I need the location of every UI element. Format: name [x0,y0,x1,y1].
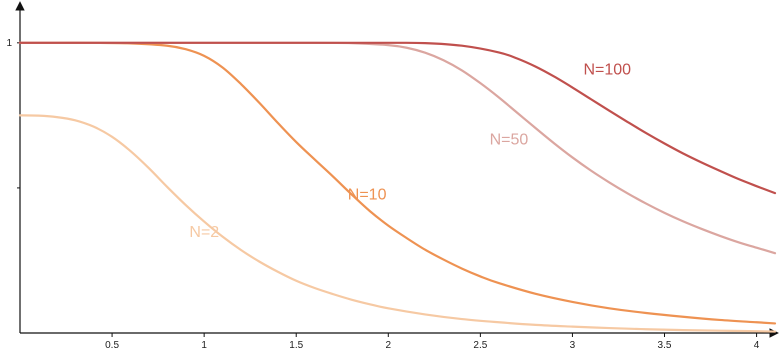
x-tick-label: 2.5 [473,340,487,351]
x-tick-label: 1.5 [289,340,303,351]
y-tick-label: 1 [6,38,12,49]
series-label-n50: N=50 [490,131,529,148]
x-tick-label: 1 [201,340,207,351]
x-tick-label: 0.5 [105,340,119,351]
series-line-n100 [18,41,777,195]
x-tick-label: 3.5 [658,340,672,351]
axes [15,1,779,338]
series-label-n10: N=10 [348,187,387,204]
series-lines [18,41,777,333]
series-line-n10 [18,41,777,325]
x-tick-label: 2 [386,340,392,351]
series-line-n50 [18,41,777,255]
x-tick-label: 3 [570,340,576,351]
series-label-n2: N=2 [189,224,219,241]
series-line-n2 [18,114,777,333]
x-tick-label: 4 [754,340,760,351]
series-label-n100: N=100 [583,62,631,79]
tick-labels: 0.5 1 1.5 2 2.5 3 3.5 4 1 [6,38,759,351]
series-labels: N=2 N=10 N=50 N=100 [189,62,631,242]
